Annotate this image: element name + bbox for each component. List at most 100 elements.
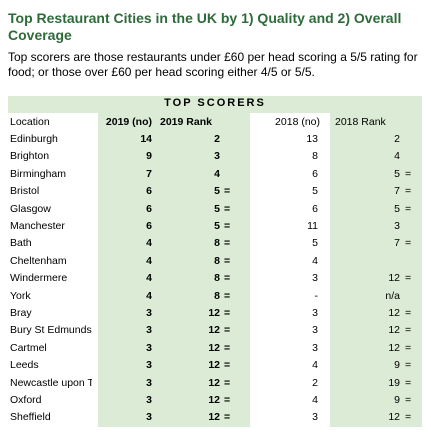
count-2019: 9 bbox=[146, 150, 152, 163]
count-2018: 3 bbox=[312, 411, 318, 424]
rank-2018: 12 bbox=[388, 324, 400, 337]
location: Edinburgh bbox=[10, 133, 58, 145]
tie-2019: = bbox=[224, 307, 231, 319]
column-header: 2019 Rank bbox=[160, 116, 212, 128]
rank-2019: 12 bbox=[208, 376, 220, 389]
count-2018: 6 bbox=[312, 167, 318, 180]
tie-2018: = bbox=[405, 341, 412, 354]
column-header: Location bbox=[10, 116, 50, 128]
tie-2019: = bbox=[224, 202, 231, 215]
count-2018: 5 bbox=[312, 185, 318, 198]
title: Top Restaurant Cities in the UK by 1) Qu… bbox=[8, 10, 402, 43]
rank-2018: 9 bbox=[394, 394, 400, 406]
rank-2019: 8 bbox=[214, 254, 220, 267]
location: Oxford bbox=[10, 394, 42, 406]
rank-2018: 12 bbox=[388, 272, 400, 285]
rank-2018: n/a bbox=[385, 289, 400, 302]
count-2019: 6 bbox=[146, 185, 152, 198]
count-2019: 4 bbox=[146, 272, 152, 285]
rank-2019: 8 bbox=[214, 272, 220, 285]
count-2018: 3 bbox=[312, 324, 318, 337]
count-2019: 14 bbox=[140, 133, 152, 145]
rank-2018: 3 bbox=[394, 220, 400, 232]
tie-2018: = bbox=[405, 202, 412, 215]
tie-2018: = bbox=[405, 324, 412, 337]
location: Birmingham bbox=[10, 167, 67, 180]
location: Bury St Edmunds bbox=[10, 324, 92, 337]
rank-2018: 12 bbox=[388, 341, 400, 354]
rank-2018: 5 bbox=[394, 167, 400, 180]
rank-2019: 12 bbox=[208, 359, 220, 372]
tie-2019: = bbox=[224, 359, 231, 372]
count-2019: 4 bbox=[146, 254, 152, 267]
count-2019: 3 bbox=[146, 359, 152, 372]
rank-2018: 7 bbox=[394, 185, 400, 198]
rank-2018: 2 bbox=[394, 133, 400, 145]
count-2018: - bbox=[314, 289, 319, 302]
tie-2019: = bbox=[224, 341, 231, 354]
location: Leeds bbox=[10, 359, 39, 372]
column-header: 2018 Rank bbox=[335, 116, 386, 128]
rank-2019: 12 bbox=[208, 307, 220, 319]
count-2019: 6 bbox=[146, 202, 152, 215]
rank-2018: 12 bbox=[388, 411, 400, 424]
location: Glasgow bbox=[10, 202, 51, 215]
location: Windermere bbox=[10, 272, 68, 285]
rank-2019: 8 bbox=[214, 237, 220, 250]
tie-2019: = bbox=[224, 411, 231, 424]
rank-2019: 12 bbox=[208, 324, 220, 337]
count-2018: 5 bbox=[312, 237, 318, 250]
tie-2019: = bbox=[224, 220, 231, 232]
column-header: 2019 (no) bbox=[105, 116, 152, 128]
location: Bath bbox=[10, 237, 32, 250]
rank-2019: 5 bbox=[214, 220, 220, 232]
count-2018: 4 bbox=[312, 254, 318, 267]
tie-2018: = bbox=[405, 394, 412, 406]
count-2018: 3 bbox=[312, 307, 318, 319]
tie-2018: = bbox=[405, 411, 412, 424]
tie-2019: = bbox=[224, 394, 231, 406]
tie-2019: = bbox=[224, 376, 231, 389]
count-2019: 6 bbox=[146, 220, 152, 232]
tie-2019: = bbox=[224, 324, 231, 337]
count-2018: 8 bbox=[312, 150, 318, 163]
location: Bristol bbox=[10, 185, 40, 198]
tie-2018: = bbox=[405, 237, 412, 250]
count-2018: 13 bbox=[306, 133, 318, 145]
tie-2018: = bbox=[405, 307, 412, 319]
table-group-header: TOP SCORERS bbox=[164, 97, 266, 109]
rank-2019: 5 bbox=[214, 185, 220, 198]
count-2018: 2 bbox=[312, 376, 318, 389]
location: Manchester bbox=[10, 220, 65, 232]
count-2019: 3 bbox=[146, 376, 152, 389]
count-2018: 11 bbox=[307, 220, 318, 232]
column-header: 2018 (no) bbox=[275, 116, 320, 128]
location: York bbox=[10, 289, 31, 302]
rank-2019: 3 bbox=[214, 150, 220, 163]
rank-2018: 9 bbox=[394, 359, 400, 372]
rank-2018: 12 bbox=[388, 307, 400, 319]
count-2019: 3 bbox=[146, 324, 152, 337]
count-2019: 3 bbox=[146, 411, 152, 424]
tie-2019: = bbox=[224, 272, 231, 285]
tie-2018: = bbox=[405, 359, 412, 372]
location: Cartmel bbox=[10, 341, 47, 354]
location: Bray bbox=[10, 307, 32, 319]
tie-2019: = bbox=[224, 185, 231, 198]
location: Brighton bbox=[10, 150, 50, 163]
count-2019: 4 bbox=[146, 289, 152, 302]
count-2019: 7 bbox=[146, 167, 152, 180]
tie-2019: = bbox=[224, 289, 231, 302]
count-2018: 3 bbox=[312, 341, 318, 354]
rank-2019: 2 bbox=[214, 133, 220, 145]
rank-2019: 12 bbox=[208, 394, 220, 406]
rank-2019: 12 bbox=[208, 341, 220, 354]
location: Sheffield bbox=[10, 411, 51, 424]
count-2018: 6 bbox=[312, 202, 318, 215]
tie-2018: = bbox=[405, 272, 412, 285]
count-2018: 4 bbox=[312, 394, 318, 406]
count-2019: 3 bbox=[146, 394, 152, 406]
rank-2018: 19 bbox=[388, 376, 400, 389]
band-2019 bbox=[98, 113, 250, 427]
